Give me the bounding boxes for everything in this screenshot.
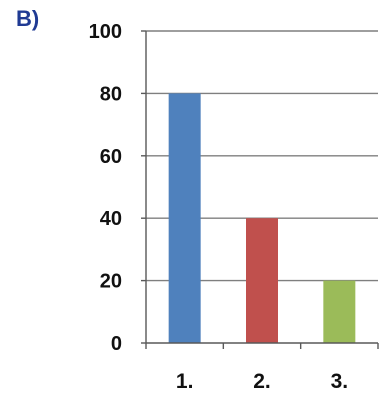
x-tick-labels: 1. 2. 3. — [176, 370, 348, 393]
bar-2 — [246, 218, 278, 343]
x-tick-label: 1. — [176, 370, 194, 393]
bar-3 — [323, 280, 356, 343]
bar-1 — [168, 93, 201, 344]
y-tick-label: 0 — [111, 333, 122, 355]
x-tick-label: 2. — [253, 370, 271, 393]
y-tick-label: 60 — [100, 146, 122, 168]
panel-label: B) — [16, 6, 40, 31]
bars — [168, 93, 356, 344]
y-tick-labels: 0 20 40 60 80 100 — [89, 21, 122, 355]
y-tick-label: 40 — [100, 208, 122, 230]
y-tick-label: 100 — [89, 21, 122, 43]
y-tick-label: 20 — [100, 271, 122, 293]
y-tick-label: 80 — [100, 83, 122, 105]
axes — [141, 30, 379, 349]
x-tick-label: 3. — [331, 370, 349, 393]
